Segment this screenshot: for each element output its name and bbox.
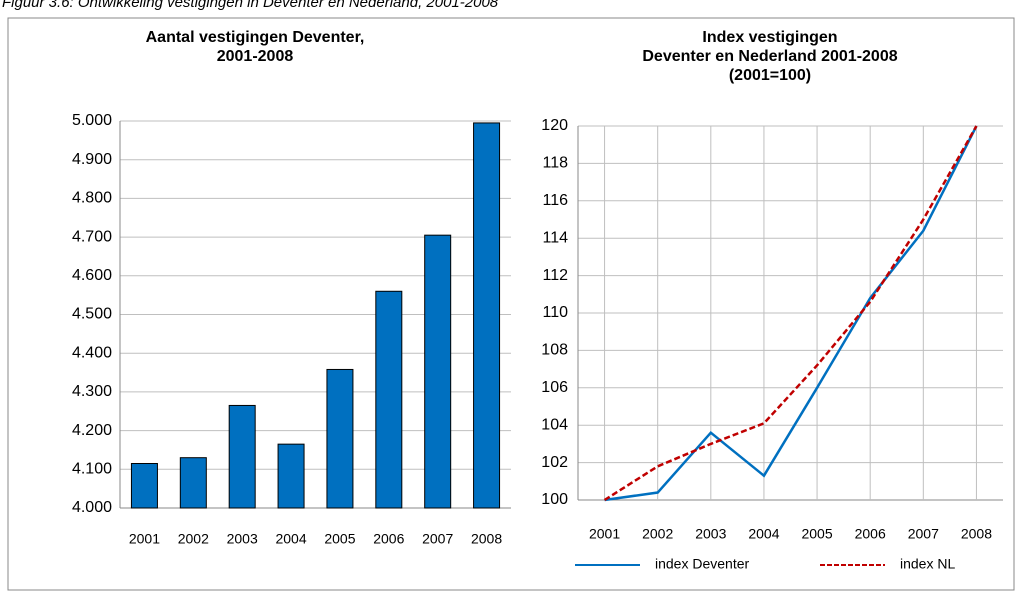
- bar: [424, 234, 452, 509]
- x-tick-label: 2004: [748, 526, 779, 542]
- y-tick-label: 116: [542, 192, 568, 209]
- bar: [277, 443, 305, 509]
- x-tick-label: 2004: [275, 531, 306, 547]
- y-tick-label: 4.400: [72, 344, 112, 361]
- x-tick-label: 2006: [373, 531, 404, 547]
- y-tick-label: 110: [542, 304, 568, 321]
- x-tick-label: 2006: [855, 526, 886, 542]
- y-tick-label: 102: [541, 454, 568, 471]
- x-tick-label: 2007: [422, 531, 453, 547]
- y-tick-label: 4.000: [72, 499, 112, 516]
- y-tick-label: 5.000: [72, 112, 112, 129]
- frame: [7, 17, 1015, 591]
- y-tick-label: 4.500: [72, 306, 112, 323]
- y-tick-label: 118: [542, 155, 568, 172]
- x-tick-label: 2008: [961, 526, 992, 542]
- x-tick-label: 2003: [227, 531, 258, 547]
- line: [604, 125, 978, 502]
- y-tick-label: 4.800: [72, 190, 112, 207]
- bar: [130, 462, 158, 509]
- y-tick-label: 104: [541, 416, 568, 433]
- x-tick-label: 2003: [695, 526, 726, 542]
- y-tick-label: 120: [541, 117, 568, 134]
- y-tick-label: 4.300: [72, 383, 112, 400]
- bar: [179, 457, 207, 509]
- y-tick-label: 106: [541, 379, 568, 396]
- y-tick-label: 114: [542, 229, 568, 246]
- y-tick-label: 108: [541, 342, 568, 359]
- x-tick-label: 2007: [908, 526, 939, 542]
- chart-title: Index vestigingen Deventer en Nederland 2…: [642, 29, 897, 84]
- x-tick-label: 2001: [589, 526, 620, 542]
- line: [603, 125, 978, 502]
- x-tick-label: 2005: [324, 531, 355, 547]
- x-tick-label: 2008: [471, 531, 502, 547]
- x-tick-label: 2005: [801, 526, 832, 542]
- bar: [473, 122, 501, 509]
- bar: [375, 290, 403, 509]
- y-tick-label: 4.100: [72, 461, 112, 478]
- y-tick-label: 4.200: [72, 422, 112, 439]
- bar: [228, 404, 256, 509]
- bar: [326, 368, 354, 509]
- caption: Figuur 3.6: Ontwikkeling vestigingen in …: [2, 0, 499, 11]
- y-tick-label: 112: [542, 267, 568, 284]
- y-tick-label: 4.600: [72, 267, 112, 284]
- legend-label: index Deventer: [655, 556, 750, 572]
- y-tick-label: 4.700: [72, 228, 112, 245]
- y-tick-label: 100: [541, 491, 568, 508]
- legend-label: index NL: [900, 556, 955, 572]
- x-tick-label: 2002: [642, 526, 673, 542]
- x-tick-label: 2001: [129, 531, 160, 547]
- y-tick-label: 4.900: [72, 151, 112, 168]
- chart-title: Aantal vestigingen Deventer, 2001-2008: [146, 29, 365, 65]
- x-tick-label: 2002: [178, 531, 209, 547]
